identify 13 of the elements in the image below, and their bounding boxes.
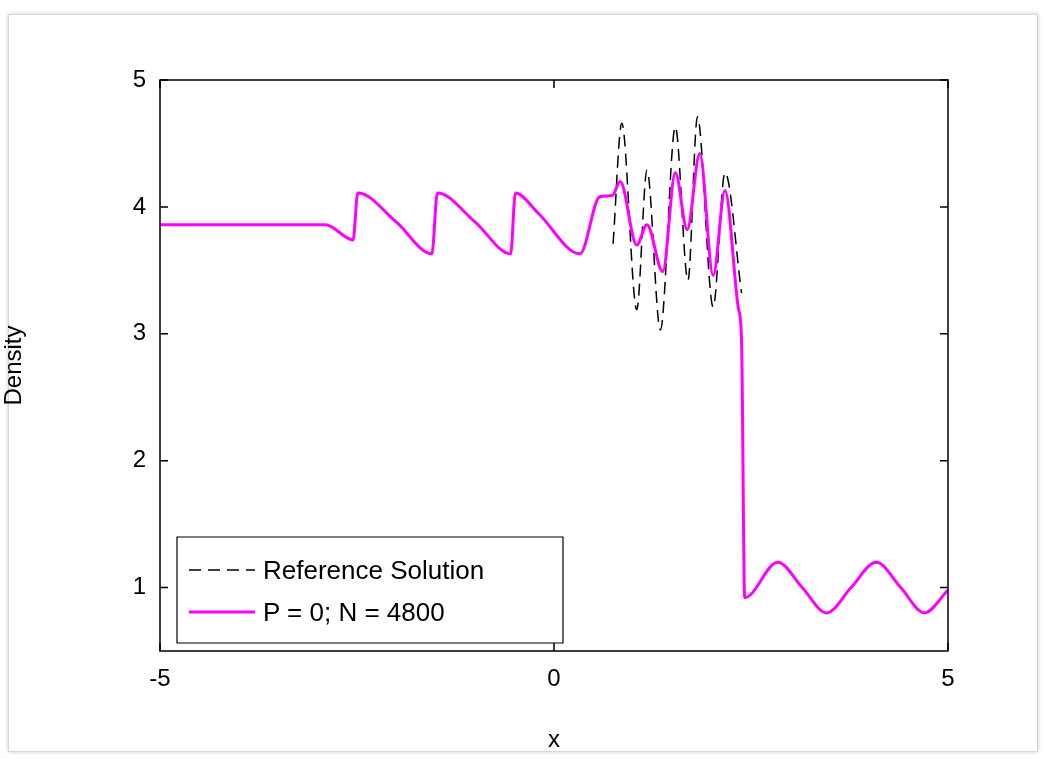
- x-tick-label: -5: [149, 664, 171, 692]
- y-tick-label: 3: [132, 318, 146, 346]
- y-tick-label: 4: [132, 191, 146, 219]
- x-axis-title: x: [548, 725, 560, 753]
- y-tick-label: 5: [132, 64, 146, 92]
- legend-label: P = 0; N = 4800: [263, 597, 445, 628]
- x-tick-label: 5: [941, 664, 955, 692]
- x-tick-label: 0: [547, 664, 561, 692]
- legend-label: Reference Solution: [263, 555, 485, 586]
- y-tick-label: 1: [132, 572, 146, 600]
- line-series: [612, 116, 743, 331]
- y-axis-title: Density: [0, 325, 27, 406]
- y-tick-label: 2: [132, 445, 146, 473]
